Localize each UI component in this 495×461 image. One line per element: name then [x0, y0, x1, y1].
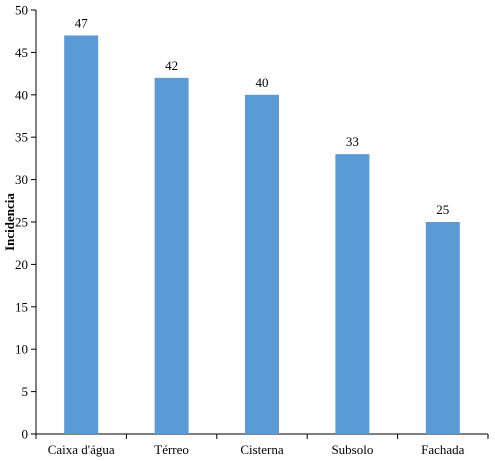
x-tick-label: Térreo — [154, 442, 189, 457]
y-tick-label: 50 — [15, 3, 28, 18]
y-tick-label: 10 — [15, 342, 28, 357]
x-tick-label: Cisterna — [240, 442, 284, 457]
y-tick-label: 20 — [15, 257, 28, 272]
y-tick-label: 30 — [15, 172, 28, 187]
y-tick-label: 0 — [22, 427, 29, 442]
x-tick-label: Subsolo — [331, 442, 373, 457]
y-axis-title: Incidencia — [2, 193, 17, 251]
y-tick-label: 25 — [15, 215, 28, 230]
data-label: 25 — [436, 202, 449, 217]
data-label: 33 — [346, 134, 359, 149]
bar — [64, 35, 99, 434]
bar — [425, 222, 460, 434]
y-tick-label: 35 — [15, 130, 28, 145]
y-tick-label: 5 — [22, 384, 29, 399]
bar — [245, 94, 279, 435]
y-tick-label: 45 — [15, 45, 28, 60]
bar — [154, 77, 189, 434]
bar — [335, 154, 370, 434]
x-tick-label: Caixa d'água — [48, 442, 115, 457]
data-label: 42 — [165, 58, 178, 73]
y-tick-label: 15 — [15, 299, 28, 314]
x-tick-label: Fachada — [421, 442, 465, 457]
y-tick-label: 40 — [15, 87, 28, 102]
data-label: 40 — [256, 75, 269, 90]
plot-area: 0 5 10 15 20 25 30 35 40 45 50 47 Caixa d'água 42 Térr… — [15, 3, 489, 457]
data-label: 47 — [75, 15, 89, 30]
